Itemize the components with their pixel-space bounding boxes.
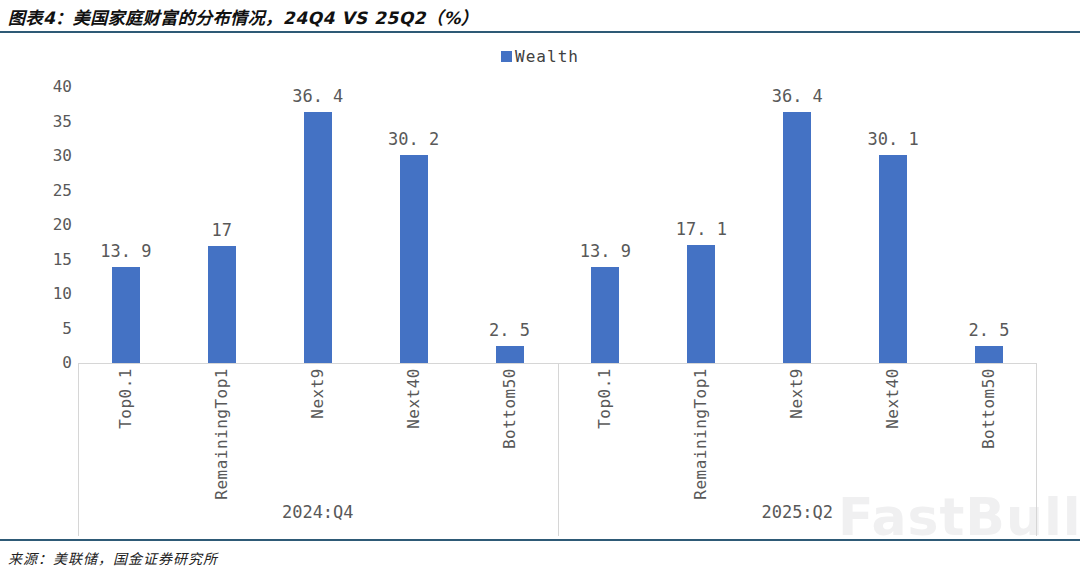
- y-axis-tick-label: 30: [26, 147, 72, 165]
- wealth-bar: [112, 267, 140, 363]
- y-axis-tick-label: 0: [26, 354, 72, 372]
- y-axis-tick-label: 20: [26, 216, 72, 234]
- chart-area: Wealth 0 5 10 15 20 25 30 35 40 13. 9 Top0.1 17 Rema…: [0, 0, 1080, 575]
- bar-value-label: 36. 4: [752, 86, 842, 106]
- wealth-bar: [591, 267, 619, 363]
- x-axis-group-label: 2024:Q4: [218, 502, 418, 522]
- wealth-bar: [208, 246, 236, 363]
- wealth-bar: [687, 245, 715, 363]
- y-axis-tick-label: 5: [26, 320, 72, 338]
- y-axis-tick-label: 35: [26, 113, 72, 131]
- wealth-bar: [975, 346, 1003, 363]
- bar-value-label: 2. 5: [944, 320, 1034, 340]
- wealth-bar: [783, 112, 811, 363]
- x-axis-category-label: Top0.1: [117, 368, 135, 429]
- category-frame-line: [558, 363, 559, 536]
- bar-value-label: 30. 2: [369, 129, 459, 149]
- legend-label: Wealth: [515, 47, 579, 66]
- bar-value-label: 36. 4: [273, 86, 363, 106]
- bar-value-label: 17. 1: [656, 219, 746, 239]
- category-frame-line: [78, 363, 79, 536]
- x-axis-category-label: RemainingTop1: [692, 368, 710, 500]
- x-axis-category-label: Bottom50: [501, 368, 519, 449]
- y-axis-tick-label: 15: [26, 251, 72, 269]
- x-axis-category-label: Next40: [405, 368, 423, 429]
- wealth-bar: [400, 155, 428, 363]
- x-axis-category-label: Bottom50: [980, 368, 998, 449]
- bar-value-label: 17: [177, 220, 267, 240]
- x-axis-group-label: 2025:Q2: [697, 502, 897, 522]
- wealth-bar: [496, 346, 524, 363]
- bar-value-label: 13. 9: [81, 241, 171, 261]
- chart-legend: Wealth: [0, 46, 1080, 66]
- y-axis-tick-label: 10: [26, 285, 72, 303]
- x-axis-category-label: Top0.1: [596, 368, 614, 429]
- x-axis-category-label: Next9: [788, 368, 806, 419]
- y-axis-tick-label: 25: [26, 182, 72, 200]
- wealth-bar: [879, 155, 907, 363]
- bar-value-label: 13. 9: [560, 241, 650, 261]
- x-axis-category-label: Next40: [884, 368, 902, 429]
- bar-value-label: 2. 5: [465, 320, 555, 340]
- y-axis-tick-label: 40: [26, 78, 72, 96]
- category-frame-line: [1036, 363, 1037, 536]
- legend-swatch-icon: [501, 51, 512, 62]
- bar-value-label: 30. 1: [848, 129, 938, 149]
- x-axis-category-label: RemainingTop1: [213, 368, 231, 500]
- wealth-bar: [304, 112, 332, 363]
- x-axis-category-label: Next9: [309, 368, 327, 419]
